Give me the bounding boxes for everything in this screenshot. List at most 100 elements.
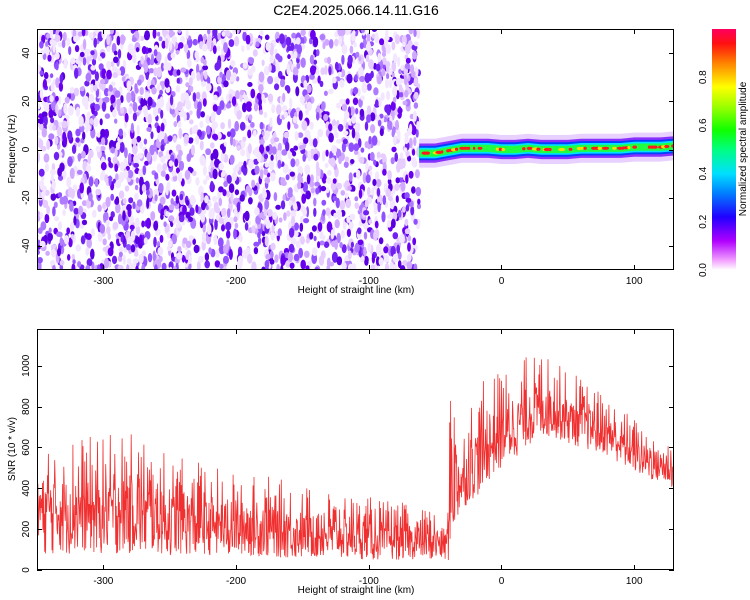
spectrogram-noise-cell	[110, 81, 116, 87]
spectrogram-noise-cell	[88, 93, 95, 104]
spectrogram-noise-cell	[309, 232, 314, 240]
spectrogram-noise-cell	[48, 109, 54, 119]
snr-xlabel: Height of straight line (km)	[298, 585, 415, 596]
spectrogram-noise-cell	[70, 57, 76, 65]
spectrogram-noise-cell	[309, 54, 314, 65]
spectrogram-noise-cell	[334, 131, 339, 139]
spectrogram-noise-cell	[253, 241, 260, 247]
spectrogram-noise-cell	[132, 112, 137, 122]
spectrogram-noise-cell	[50, 174, 54, 182]
spectrogram-noise-cell	[309, 180, 315, 188]
spectrogram-noise-cell	[411, 186, 416, 194]
spectrogram-noise-cell	[263, 111, 268, 119]
spectrogram-noise-cell	[185, 211, 191, 219]
spectrogram-noise-cell	[341, 104, 348, 112]
spectrogram-noise-cell	[212, 94, 218, 101]
spectrogram-noise-cell	[404, 218, 409, 227]
spectrogram-noise-cell	[221, 224, 225, 232]
spectrogram-noise-cell	[84, 95, 89, 106]
spectrogram-noise-cell	[295, 158, 300, 167]
spectrogram-noise-cell	[105, 128, 109, 139]
spectrogram-noise-cell	[195, 204, 199, 213]
spectrogram-noise-cell	[385, 78, 389, 89]
spectrogram-noise-cell	[111, 66, 118, 72]
spectrogram-noise-cell	[346, 216, 351, 224]
spectrogram-noise-cell	[192, 38, 198, 46]
spectrogram-noise-cell	[244, 222, 249, 231]
spectrogram-noise-cell	[205, 175, 210, 181]
spectrogram-noise-cell	[40, 221, 47, 231]
spectrogram-noise-cell	[86, 237, 92, 249]
spectrogram-noise-cell	[300, 259, 307, 270]
spectrogram-noise-cell	[394, 183, 400, 191]
spectrogram-noise-cell	[230, 135, 234, 146]
spectrogram-noise-cell	[160, 109, 164, 119]
spectrogram-noise-cell	[351, 35, 356, 42]
spectrogram-noise-cell	[388, 78, 393, 89]
spectrogram-noise-cell	[75, 128, 81, 137]
spectrogram-noise-cell	[323, 241, 330, 248]
spectrogram-noise-cell	[41, 127, 47, 138]
spectrogram-noise-cell	[306, 84, 312, 94]
spectrogram-noise-cell	[313, 148, 318, 154]
spectrogram-noise-cell	[250, 88, 256, 99]
spectrogram-noise-cell	[110, 29, 115, 35]
spectrogram-noise-cell	[226, 190, 230, 198]
spectrogram-noise-cell	[127, 152, 132, 164]
spectrogram-noise-cell	[94, 177, 99, 188]
spectrogram-noise-cell	[267, 93, 274, 103]
spectrogram-noise-cell	[192, 92, 197, 102]
spectrogram-noise-cell	[378, 257, 384, 266]
spectrogram-noise-cell	[118, 190, 125, 199]
spectrogram-noise-cell	[223, 244, 229, 254]
spectrogram-noise-cell	[402, 41, 406, 48]
spectrogram-noise-cell	[176, 69, 181, 76]
spectrogram-noise-cell	[113, 56, 119, 64]
spectrogram-noise-cell	[179, 193, 184, 201]
spectrogram-noise-cell	[245, 185, 251, 193]
spectrogram-noise-cell	[295, 240, 301, 249]
spectrogram-noise-cell	[69, 167, 75, 180]
spectrogram-noise-cell	[280, 255, 286, 266]
spectrogram-noise-cell	[42, 53, 47, 60]
spectrogram-noise-cell	[280, 264, 284, 270]
spectrogram-noise-cell	[165, 184, 169, 196]
spectrogram-noise-cell	[290, 158, 296, 168]
spectrogram-noise-cell	[394, 34, 401, 45]
spectrogram-noise-cell	[370, 264, 376, 270]
spectrogram-noise-cell	[313, 59, 318, 65]
spectrogram-noise-cell	[356, 169, 361, 180]
spectrogram-noise-cell	[133, 154, 139, 165]
spectrogram-noise-cell	[104, 257, 109, 269]
spectrogram-noise-cell	[192, 238, 196, 245]
spectrogram-noise-cell	[126, 264, 130, 270]
spectrogram-noise-cell	[203, 59, 207, 67]
spectrogram-noise-cell	[395, 177, 400, 184]
spectrogram-noise-cell	[143, 111, 149, 118]
spectrogram-noise-cell	[302, 207, 307, 217]
spectrogram-noise-cell	[154, 194, 158, 202]
spectrogram-noise-cell	[133, 162, 140, 168]
spectrogram-noise-cell	[407, 127, 412, 136]
spectrogram-noise-cell	[218, 162, 224, 171]
spectrogram-noise-cell	[142, 165, 147, 176]
spectrogram-noise-cell	[313, 153, 319, 161]
snr-ytick-label: 1000	[21, 354, 32, 377]
spectrogram-noise-cell	[328, 66, 332, 76]
spectrogram-noise-cell	[264, 235, 269, 247]
spectrogram-noise-cell	[169, 94, 174, 106]
spectrogram-noise-cell	[237, 145, 241, 151]
spectrogram-noise-cell	[210, 160, 215, 168]
spectrogram-noise-cell	[247, 253, 253, 264]
spectrogram-noise-cell	[240, 148, 246, 157]
spectrogram-noise-cell	[124, 147, 128, 159]
spectrogram-noise-cell	[139, 36, 145, 41]
colorbar: 0.0 0.2 0.4 0.6 0.8 Normalized spectral ampl…	[698, 29, 749, 277]
spectrogram-noise-cell	[108, 160, 112, 168]
spectrogram-noise-cell	[43, 72, 49, 80]
spectrogram-noise-cell	[322, 41, 326, 50]
spectrogram-noise-cell	[197, 101, 202, 111]
spectrogram-noise-cell	[349, 45, 354, 54]
spectrogram-noise-cell	[145, 72, 149, 80]
spectrogram-noise-cell	[72, 259, 76, 265]
